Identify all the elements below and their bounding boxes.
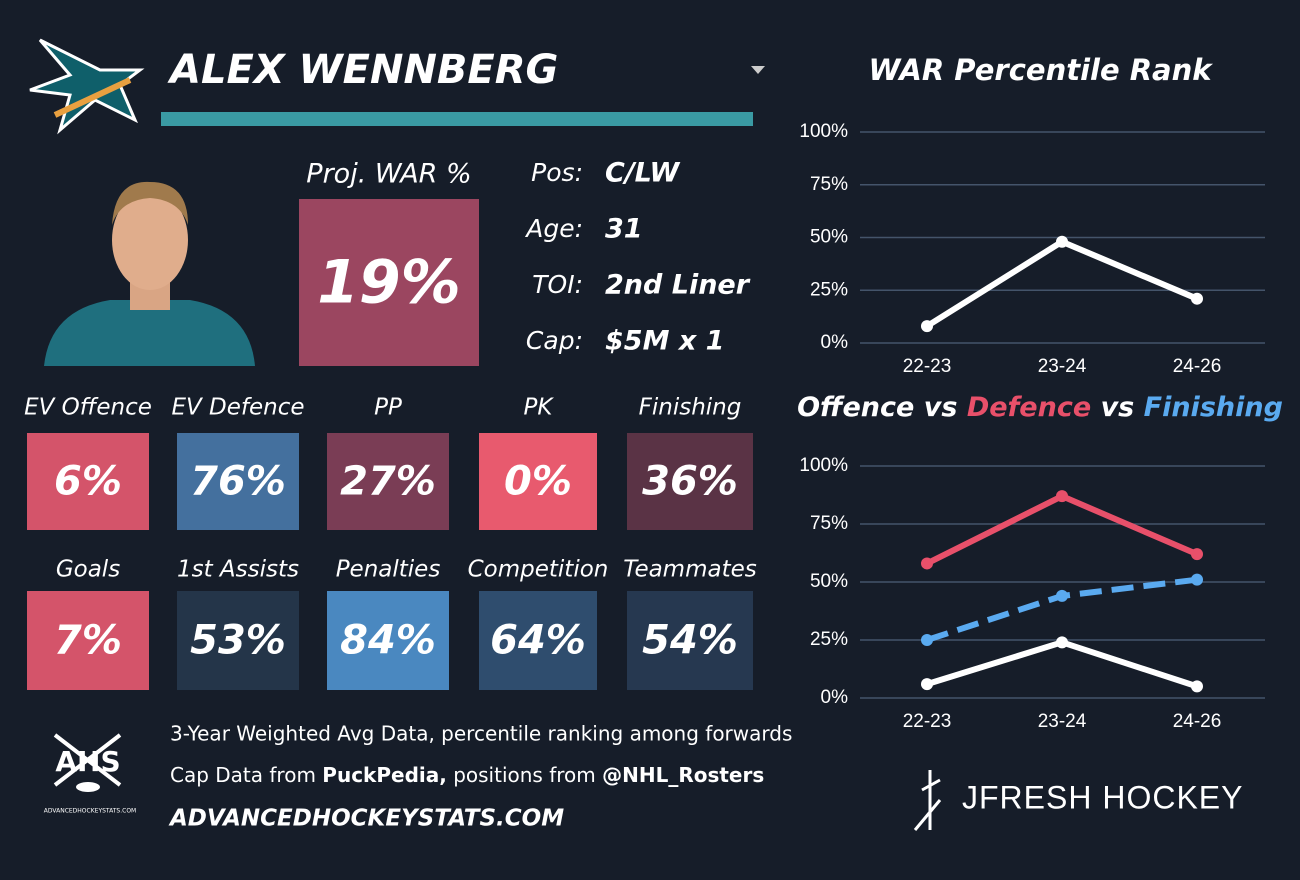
projection-label: Proj. WAR % [306, 159, 471, 190]
tile-label: Finishing [639, 395, 742, 421]
x-tick-label: 24-26 [1173, 356, 1222, 377]
legend-entry: Finishing [1144, 392, 1283, 423]
tile-value: 53% [190, 618, 286, 664]
footer-url: ADVANCEDHOCKEYSTATS.COM [168, 806, 564, 832]
tile-value: 0% [504, 459, 572, 505]
tile-value: 27% [340, 459, 436, 505]
y-tick-label: 75% [810, 174, 848, 195]
y-tick-label: 0% [821, 687, 849, 708]
point [921, 634, 933, 646]
footer-credits: Cap Data from PuckPedia, positions from … [170, 763, 764, 787]
chart-title: Offence vs Defence vs Finishing [797, 392, 1283, 423]
info-label: Age: [524, 214, 583, 243]
info-label: Cap: [526, 326, 583, 355]
point [1056, 589, 1068, 602]
dropdown[interactable] [751, 66, 765, 74]
point [1056, 235, 1068, 248]
x-tick-label: 24-26 [1173, 711, 1222, 732]
credit-text: Cap Data from [170, 763, 322, 787]
y-tick-label: 50% [810, 571, 848, 592]
tile-label: Teammates [623, 557, 757, 583]
credit-source: @NHL_Rosters [602, 763, 764, 787]
tile-value: 54% [642, 618, 738, 664]
tile [327, 591, 449, 690]
x-tick-label: 22-23 [903, 356, 952, 377]
tile-label: Penalties [336, 557, 441, 583]
projection-tile [299, 199, 479, 366]
info-label: Pos: [531, 158, 583, 187]
tile-label: Goals [56, 557, 120, 583]
tile [479, 591, 597, 690]
tile-value: 84% [340, 618, 436, 664]
tile [177, 591, 299, 690]
point [1056, 490, 1068, 503]
credit-text: positions from [447, 763, 602, 787]
tile [27, 433, 149, 530]
x-tick-label: 23-24 [1038, 356, 1087, 377]
projection-value: 19% [317, 248, 461, 318]
brand-name: JFRESH HOCKEY [962, 779, 1243, 815]
ahs-logo: AHS ADVANCEDHOCKEYSTATS.COM [44, 733, 136, 815]
tile-value: 76% [190, 459, 286, 505]
tile [479, 433, 597, 530]
tile-label: 1st Assists [177, 557, 299, 583]
info-value: 2nd Liner [605, 270, 751, 301]
tile-value: 7% [54, 618, 122, 664]
name-underline [161, 112, 753, 126]
footer-note: 3-Year Weighted Avg Data, percentile ran… [170, 722, 792, 746]
point [1191, 573, 1203, 586]
y-tick-label: 0% [821, 332, 849, 353]
team-logo [29, 38, 145, 135]
tile [327, 433, 449, 530]
point [921, 678, 933, 691]
x-tick-label: 23-24 [1038, 711, 1087, 732]
point [1191, 680, 1203, 693]
tile-label: EV Defence [171, 395, 304, 421]
info-label: TOI: [532, 270, 583, 299]
tile [177, 433, 299, 530]
point [921, 320, 933, 333]
y-tick-label: 100% [799, 121, 848, 142]
tile-value: 6% [54, 459, 122, 505]
info-value: C/LW [605, 158, 681, 189]
title-separator: vs [924, 392, 958, 423]
y-tick-label: 25% [810, 279, 848, 300]
legend-entry: Offence [797, 392, 914, 423]
tile [27, 591, 149, 690]
info-value: $5M x 1 [605, 326, 724, 357]
tile-label: EV Offence [24, 395, 152, 421]
point [1191, 292, 1203, 305]
logo-caption: ADVANCEDHOCKEYSTATS.COM [44, 808, 136, 815]
tile-label: PP [374, 395, 402, 421]
y-tick-label: 50% [810, 227, 848, 248]
credit-source: PuckPedia, [322, 763, 447, 787]
player-name: ALEX WENNBERG [167, 47, 558, 93]
tile-value: 36% [642, 459, 738, 505]
tile [627, 433, 753, 530]
legend-entry: Defence [967, 392, 1091, 423]
logo-text: AHS [55, 745, 120, 778]
tile-label: PK [524, 395, 555, 421]
point [1191, 548, 1203, 561]
point [1056, 636, 1068, 649]
tile-label: Competition [468, 557, 609, 583]
brand-logo [913, 770, 942, 831]
tile [627, 591, 753, 690]
x-tick-label: 22-23 [903, 711, 952, 732]
title-separator: vs [1101, 392, 1135, 423]
chart-title: WAR Percentile Rank [868, 53, 1213, 87]
y-tick-label: 25% [810, 629, 848, 650]
player-photo [44, 181, 255, 366]
info-value: 31 [605, 214, 643, 245]
tile-value: 64% [490, 618, 586, 664]
y-tick-label: 100% [799, 455, 848, 476]
y-tick-label: 75% [810, 513, 848, 534]
point [921, 557, 933, 570]
